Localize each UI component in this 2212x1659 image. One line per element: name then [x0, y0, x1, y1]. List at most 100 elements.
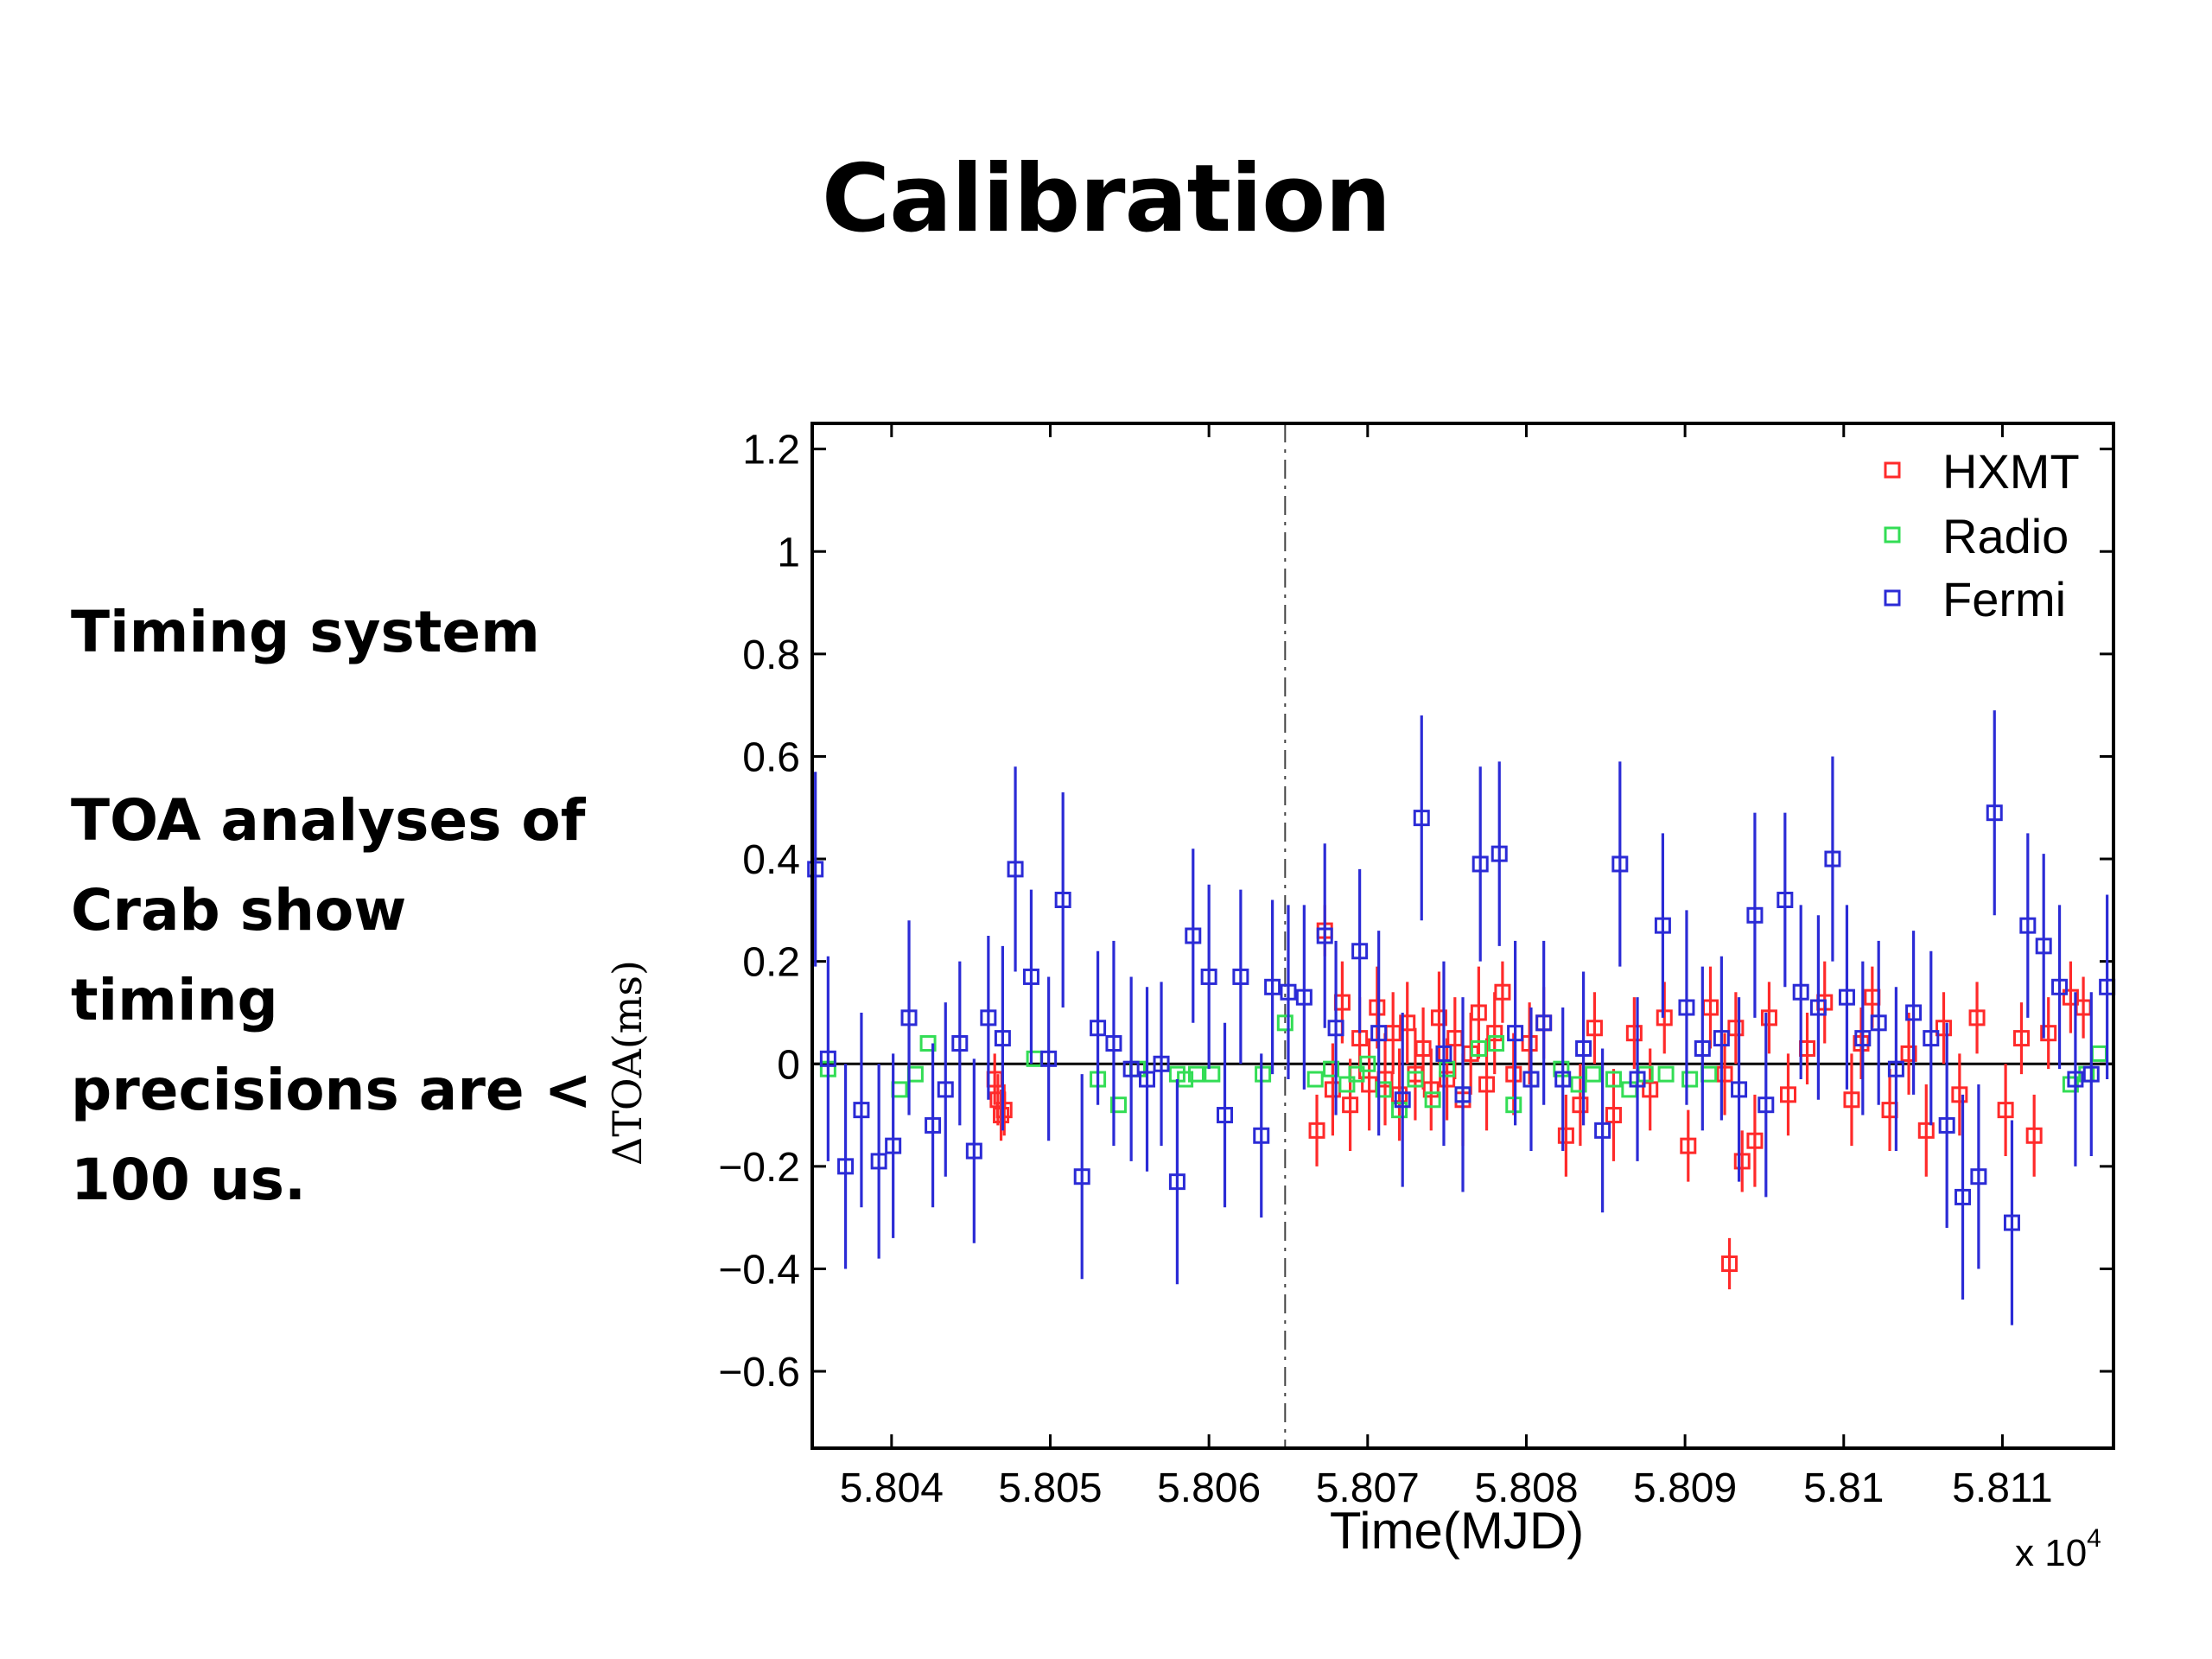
radio-point: [1407, 1071, 1424, 1088]
fermi-point: [1370, 1025, 1388, 1042]
radio-point: [1424, 1091, 1441, 1109]
fermi-point: [1792, 983, 1809, 1001]
radio-point: [1375, 1081, 1392, 1098]
radio-point: [1505, 1096, 1522, 1114]
fermi-point: [1073, 1168, 1090, 1185]
hxmt-point: [1968, 1009, 1986, 1027]
y-tick-label: 0.2: [742, 940, 800, 986]
fermi-point: [819, 1050, 836, 1067]
x-multiplier-base: x 10: [2015, 1532, 2087, 1574]
y-tick-label: −0.4: [718, 1247, 800, 1293]
hxmt-point: [2025, 1127, 2043, 1144]
fermi-point: [951, 1035, 969, 1052]
fermi-point: [1746, 906, 1764, 924]
axis-labels: Time(MJD) ΔTOA(ms) x 104: [604, 960, 2101, 1574]
fermi-point: [1185, 927, 1202, 944]
hxmt-point: [1478, 1076, 1496, 1093]
fermi-point: [807, 861, 824, 878]
radio-point: [1439, 1060, 1456, 1077]
hxmt-point: [1656, 1009, 1673, 1027]
x-multiplier-label: x 104: [2015, 1524, 2101, 1574]
hxmt-point: [1900, 1045, 1917, 1062]
radio-point: [919, 1035, 937, 1052]
fermi-point: [1594, 1122, 1611, 1139]
radio-point: [1359, 1055, 1376, 1072]
fermi-point: [1938, 1116, 1955, 1134]
fermi-point: [1535, 1014, 1553, 1032]
hxmt-point: [1369, 999, 1386, 1016]
hxmt-point: [1716, 1065, 1733, 1083]
hxmt-point: [1470, 1004, 1487, 1021]
radio-point: [1348, 1065, 1365, 1083]
hxmt-point: [1843, 1091, 1860, 1109]
fermi-point: [1435, 1045, 1452, 1062]
fermi-point: [837, 1158, 855, 1175]
side-body-text: TOA analyses of Crab show timing precisi…: [71, 787, 592, 1213]
x-axis-label: Time(MJD): [1330, 1502, 1584, 1560]
fermi-point: [1838, 988, 1855, 1006]
fermi-point: [1986, 804, 2003, 822]
hxmt-point: [1733, 1153, 1751, 1170]
hxmt-point: [995, 1102, 1013, 1119]
data-layer: [807, 423, 2116, 1448]
radio-point: [1700, 1065, 1718, 1083]
hxmt-point: [1935, 1020, 1952, 1037]
hxmt-point: [1572, 1096, 1589, 1114]
hxmt-point: [1505, 1065, 1522, 1083]
fermi-point: [1955, 1188, 1972, 1205]
fermi-point: [1758, 1096, 1775, 1114]
fermi-point: [1713, 1030, 1730, 1047]
fermi-point: [885, 1137, 902, 1154]
hxmt-point: [1642, 1081, 1659, 1098]
fermi-point: [1122, 1060, 1140, 1077]
hxmt-point: [1308, 1122, 1325, 1139]
legend-label-radio: Radio: [1942, 509, 2069, 563]
fermi-point: [1007, 861, 1024, 878]
fermi-point: [1327, 1020, 1344, 1037]
radio-point: [1187, 1065, 1205, 1083]
fermi-point: [1471, 855, 1489, 873]
x-tick-label: 5.809: [1633, 1465, 1737, 1511]
hxmt-point: [1486, 1025, 1503, 1042]
legend-label-hxmt: HXMT: [1942, 444, 2080, 499]
fermi-point: [1554, 1071, 1572, 1088]
fermi-point: [1351, 943, 1369, 960]
hxmt-point: [1853, 1035, 1870, 1052]
y-tick-label: 1.2: [742, 428, 800, 474]
fermi-point: [1454, 1086, 1471, 1103]
hxmt-point: [1997, 1102, 2014, 1119]
radio-point: [891, 1081, 908, 1098]
fermi-point: [1040, 1050, 1058, 1067]
hxmt-point: [1391, 1086, 1408, 1103]
legend-label-fermi: Fermi: [1942, 572, 2066, 626]
side-heading: Timing system: [71, 599, 540, 665]
fermi-point: [1394, 1091, 1411, 1109]
fermi-point: [1316, 927, 1333, 944]
hxmt-point: [1780, 1086, 1796, 1103]
fermi-point: [2019, 917, 2037, 934]
hxmt-point: [1342, 1096, 1359, 1114]
fermi-point: [1824, 850, 1841, 868]
fermi-point: [1253, 1127, 1270, 1144]
hxmt-point: [1746, 1132, 1764, 1149]
legend-marker-fermi: [1884, 589, 1901, 607]
fermi-point: [2051, 978, 2069, 995]
x-tick-label: 5.808: [1474, 1465, 1578, 1511]
y-tick-label: −0.6: [718, 1350, 800, 1395]
x-tick-label: 5.804: [840, 1465, 944, 1511]
fermi-point: [1970, 1168, 1987, 1185]
radio-point: [906, 1065, 924, 1083]
axes: 5.804 5.805 5.806 5.807 5.808 5.809 5.81 5.811 1…: [718, 423, 2113, 1511]
radio-point: [1306, 1071, 1324, 1088]
y-axis-label: ΔTOA(ms): [604, 960, 651, 1166]
hxmt-point: [1721, 1255, 1738, 1273]
fermi-point: [2035, 938, 2052, 955]
fermi-point: [1654, 917, 1671, 934]
fermi-point: [1217, 1107, 1234, 1124]
fermi-point: [1731, 1081, 1748, 1098]
fermi-point: [1054, 891, 1071, 908]
hxmt-point: [2012, 1030, 2030, 1047]
fermi-point: [1870, 1014, 1887, 1032]
fermi-point: [1777, 891, 1794, 908]
